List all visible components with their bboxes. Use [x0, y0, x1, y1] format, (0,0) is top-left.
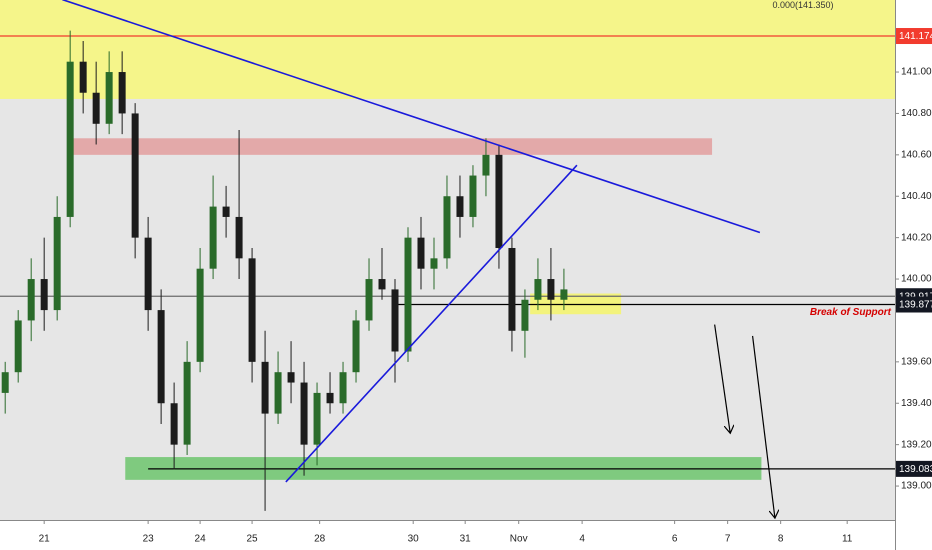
candle-body [27, 279, 35, 321]
level-label-box [896, 28, 932, 45]
candle-body [40, 279, 48, 311]
candle-body [313, 392, 321, 445]
x-tick-label: Nov [510, 534, 528, 545]
candle-body [170, 403, 178, 445]
candle-body [118, 72, 126, 114]
y-tick-label: 139.400 [901, 398, 932, 409]
candle-body [196, 268, 204, 362]
candle-body [14, 320, 22, 373]
arrow [714, 324, 731, 434]
zone [0, 0, 895, 99]
candle-body [300, 382, 308, 445]
candle-body [521, 299, 529, 331]
candle-body [339, 372, 347, 404]
level-label-box [896, 296, 932, 313]
candle-body [508, 247, 516, 331]
candle-body [417, 237, 425, 269]
candle-body [144, 237, 152, 311]
y-tick-label: 140.600 [901, 149, 932, 160]
annotation: 0.000(141.350) [772, 0, 833, 10]
x-tick-label: 28 [314, 534, 326, 545]
candle-body [53, 216, 61, 311]
candle-body [261, 361, 269, 414]
x-tick-label: 31 [460, 534, 472, 545]
candle-body [443, 196, 451, 259]
candle-body [430, 258, 438, 269]
y-tick-label: 139.000 [901, 481, 932, 492]
x-tick-label: 21 [39, 534, 51, 545]
x-tick-label: 24 [195, 534, 207, 545]
x-tick-label: 8 [778, 534, 784, 545]
y-tick-label: 139.600 [901, 356, 932, 367]
level-note: Break of Support [810, 307, 892, 318]
y-tick-label: 141.000 [901, 67, 932, 78]
candle-body [79, 61, 87, 93]
y-tick-label: 140.400 [901, 191, 932, 202]
level-label: 139.877 [899, 300, 932, 311]
x-tick-label: 7 [725, 534, 731, 545]
y-tick-label: 139.200 [901, 439, 932, 450]
level-label-box [896, 460, 932, 477]
trendline [285, 164, 578, 483]
y-tick-label: 140.200 [901, 232, 932, 243]
arrow [751, 335, 775, 518]
candle-body [365, 279, 373, 321]
candle-body [222, 206, 230, 217]
x-tick-label: 23 [143, 534, 155, 545]
x-tick-label: 4 [579, 534, 585, 545]
zone [70, 138, 713, 155]
candle-body [456, 196, 464, 217]
candle-body [209, 206, 217, 269]
x-tick-label: 25 [247, 534, 259, 545]
candle-body [1, 372, 9, 393]
candle-body [326, 392, 334, 404]
y-tick-label: 140.800 [901, 108, 932, 119]
candle-body [131, 113, 139, 238]
candle-body [105, 72, 113, 124]
candle-body [560, 289, 568, 300]
trendline [62, 0, 761, 234]
candle-body [534, 279, 542, 300]
candle-body [378, 279, 386, 290]
candle-body [274, 372, 282, 414]
candle-body [66, 61, 74, 217]
candle-body [235, 216, 243, 259]
candle-body [495, 154, 503, 248]
candle-body [183, 361, 191, 445]
x-tick-label: 30 [408, 534, 420, 545]
level-label: 141.174 [899, 31, 932, 42]
x-tick-label: 11 [842, 534, 853, 545]
candle-body [248, 258, 256, 362]
candle-body [482, 154, 490, 176]
candle-body [157, 310, 165, 404]
candle-body [352, 320, 360, 373]
candle-body [391, 289, 399, 352]
candle-body [287, 372, 295, 383]
level-label: 139.083 [899, 464, 932, 475]
candle-body [469, 175, 477, 217]
candle-body [92, 92, 100, 124]
candle-body [547, 279, 555, 300]
candle-body [404, 237, 412, 352]
x-tick-label: 6 [672, 534, 678, 545]
y-tick-label: 140.000 [901, 274, 932, 285]
